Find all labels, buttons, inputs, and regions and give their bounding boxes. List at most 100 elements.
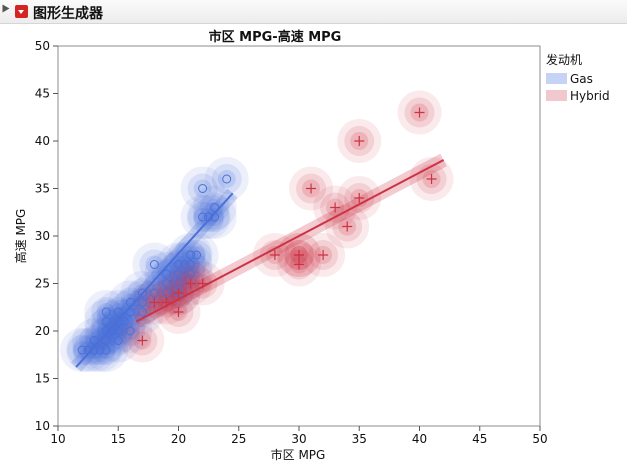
legend-swatch-hybrid[interactable] bbox=[546, 90, 567, 101]
density-blob bbox=[90, 309, 135, 353]
x-tick-label: 25 bbox=[231, 432, 246, 446]
density-blob bbox=[162, 242, 207, 287]
density-blob bbox=[205, 208, 224, 226]
point-hybrid[interactable] bbox=[149, 297, 160, 308]
point-gas[interactable] bbox=[101, 307, 111, 317]
point-hybrid[interactable] bbox=[294, 259, 304, 270]
point-gas[interactable] bbox=[89, 336, 99, 345]
point-gas[interactable] bbox=[192, 250, 202, 260]
density-blob bbox=[115, 316, 146, 346]
point-gas[interactable] bbox=[204, 212, 214, 222]
density-blob bbox=[151, 259, 182, 289]
point-hybrid[interactable] bbox=[269, 250, 280, 260]
point-gas[interactable] bbox=[222, 174, 232, 184]
point-hybrid[interactable] bbox=[354, 136, 365, 146]
legend-swatch-gas[interactable] bbox=[546, 73, 567, 84]
fit-lines bbox=[70, 153, 447, 372]
legend-label-gas: Gas bbox=[570, 72, 593, 86]
density-blob bbox=[163, 249, 194, 280]
point-gas[interactable] bbox=[113, 336, 123, 345]
density-blob bbox=[72, 328, 117, 372]
point-gas[interactable] bbox=[89, 345, 99, 355]
density-blob bbox=[156, 252, 201, 296]
y-tick-label: 40 bbox=[35, 134, 50, 148]
point-gas[interactable] bbox=[186, 260, 196, 269]
point-hybrid[interactable] bbox=[185, 278, 196, 289]
red-triangle-menu-icon[interactable] bbox=[15, 5, 28, 18]
density-blob bbox=[192, 195, 237, 239]
point-gas[interactable] bbox=[161, 288, 171, 298]
point-hybrid[interactable] bbox=[318, 250, 329, 260]
point-hybrid[interactable] bbox=[173, 307, 184, 317]
point-gas[interactable] bbox=[101, 317, 111, 326]
point-gas[interactable] bbox=[137, 288, 147, 298]
density-blob bbox=[151, 278, 182, 308]
density-blob bbox=[91, 316, 122, 346]
density-blob bbox=[139, 278, 170, 308]
point-gas[interactable] bbox=[149, 288, 159, 298]
y-tick-label: 10 bbox=[35, 419, 50, 433]
density-blob bbox=[96, 290, 141, 334]
y-tick-label: 50 bbox=[35, 39, 50, 53]
point-gas[interactable] bbox=[186, 269, 196, 279]
point-gas[interactable] bbox=[137, 298, 147, 307]
fit-line-gas bbox=[75, 192, 234, 368]
point-gas[interactable] bbox=[161, 269, 171, 279]
point-gas[interactable] bbox=[210, 212, 220, 222]
density-blob bbox=[79, 341, 98, 359]
point-gas[interactable] bbox=[125, 298, 135, 307]
point-gas[interactable] bbox=[161, 279, 171, 288]
point-gas[interactable] bbox=[113, 326, 123, 336]
point-gas[interactable] bbox=[101, 345, 111, 355]
point-gas[interactable] bbox=[149, 260, 159, 269]
point-hybrid[interactable] bbox=[306, 183, 317, 194]
density-blob bbox=[169, 274, 188, 293]
point-gas[interactable] bbox=[198, 184, 208, 193]
point-gas[interactable] bbox=[174, 279, 183, 288]
point-hybrid[interactable] bbox=[330, 202, 341, 213]
point-hybrid[interactable] bbox=[354, 193, 365, 203]
density-blob bbox=[168, 233, 213, 277]
point-hybrid[interactable] bbox=[294, 250, 304, 260]
density-blob bbox=[73, 335, 104, 365]
density-blob bbox=[97, 341, 116, 359]
point-gas[interactable] bbox=[101, 326, 111, 336]
density-blob bbox=[84, 328, 129, 372]
point-gas[interactable] bbox=[198, 212, 208, 222]
density-blob bbox=[144, 252, 189, 296]
point-gas[interactable] bbox=[174, 269, 183, 279]
point-gas[interactable] bbox=[77, 345, 87, 355]
point-hybrid[interactable] bbox=[137, 335, 148, 346]
point-gas[interactable] bbox=[137, 307, 147, 317]
density-blob bbox=[180, 195, 225, 239]
point-gas[interactable] bbox=[186, 250, 196, 260]
point-gas[interactable] bbox=[125, 326, 135, 336]
window-titlebar: 图形生成器 bbox=[0, 0, 627, 24]
point-gas[interactable] bbox=[101, 336, 111, 345]
density-blob bbox=[91, 297, 122, 327]
point-hybrid[interactable] bbox=[197, 278, 208, 289]
density-blob bbox=[120, 290, 165, 334]
point-hybrid[interactable] bbox=[161, 297, 172, 308]
point-gas[interactable] bbox=[113, 317, 123, 326]
point-gas[interactable] bbox=[83, 345, 93, 355]
point-gas[interactable] bbox=[107, 326, 117, 336]
point-gas[interactable] bbox=[95, 345, 105, 355]
density-blob bbox=[175, 259, 206, 289]
point-hybrid[interactable] bbox=[414, 107, 425, 118]
density-blob bbox=[121, 303, 140, 321]
point-gas[interactable] bbox=[113, 307, 123, 317]
point-gas[interactable] bbox=[180, 260, 190, 269]
point-hybrid[interactable] bbox=[173, 288, 184, 298]
y-tick-label: 35 bbox=[35, 182, 50, 196]
point-gas[interactable] bbox=[119, 317, 129, 326]
point-gas[interactable] bbox=[174, 260, 183, 269]
point-gas[interactable] bbox=[210, 203, 220, 212]
point-gas[interactable] bbox=[125, 307, 135, 317]
point-hybrid[interactable] bbox=[426, 174, 437, 184]
density-blob bbox=[97, 322, 116, 340]
density-blob bbox=[127, 297, 158, 327]
point-hybrid[interactable] bbox=[342, 221, 353, 232]
x-tick-label: 20 bbox=[171, 432, 186, 446]
